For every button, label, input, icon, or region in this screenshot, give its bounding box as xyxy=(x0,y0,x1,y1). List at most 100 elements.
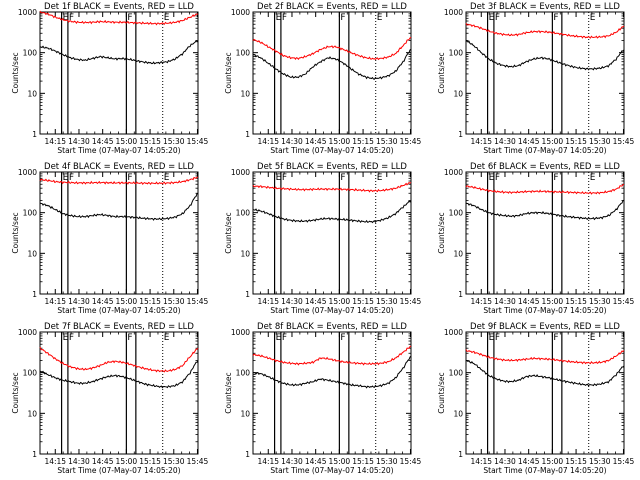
series-line-events xyxy=(465,199,625,221)
flag-label: F xyxy=(340,333,345,343)
x-tick-label: 14:30 xyxy=(68,137,90,146)
panel-title: Det 9f BLACK = Events, RED = LLD xyxy=(470,322,620,332)
panel-1: Det 1f BLACK = Events, RED = LLD 1 10 100 10… xyxy=(11,2,209,155)
x-tick-label: 14:15 xyxy=(470,137,492,146)
y-tick-label: 100 xyxy=(449,209,464,218)
y-tick-label: 100 xyxy=(23,49,38,58)
flag-label: E xyxy=(377,173,383,183)
x-tick-label: 14:45 xyxy=(92,457,114,466)
x-tick-label: 14:30 xyxy=(281,297,303,306)
panel-4: Det 4f BLACK = Events, RED = LLD 1 10 100 10… xyxy=(11,162,209,315)
x-axis-label: Start Time (07-May-07 14:05:20) xyxy=(57,306,180,315)
flag-label: F xyxy=(127,13,132,23)
series-line-lld xyxy=(39,176,199,186)
y-tick-label: 100 xyxy=(236,49,251,58)
plot-frame xyxy=(39,171,199,295)
y-tick-label: 1 xyxy=(32,450,37,459)
panel-title: Det 2f BLACK = Events, RED = LLD xyxy=(257,2,407,12)
x-axis-label: Start Time (07-May-07 14:05:20) xyxy=(270,466,393,475)
flag-label: F xyxy=(340,173,345,183)
x-tick-label: 14:15 xyxy=(257,137,279,146)
x-tick-label: 15:00 xyxy=(116,457,138,466)
x-tick-label: 15:00 xyxy=(116,137,138,146)
y-axis-label: Counts/sec xyxy=(437,372,446,413)
panel-title: Det 4f BLACK = Events, RED = LLD xyxy=(44,162,194,172)
x-tick-label: 15:15 xyxy=(139,297,161,306)
y-tick-label: 10 xyxy=(453,249,463,258)
x-tick-label: 14:45 xyxy=(92,297,114,306)
y-tick-label: 1000 xyxy=(231,168,250,177)
y-axis-label: Counts/sec xyxy=(11,372,20,413)
y-tick-label: 10 xyxy=(27,89,37,98)
y-axis-label: Counts/sec xyxy=(224,372,233,413)
flag-label: E xyxy=(164,173,170,183)
x-axis-label: Start Time (07-May-07 14:05:20) xyxy=(57,466,180,475)
series-line-lld xyxy=(252,36,412,61)
panel-title: Det 6f BLACK = Events, RED = LLD xyxy=(470,162,620,172)
y-tick-label: 1000 xyxy=(444,168,463,177)
x-tick-label: 14:15 xyxy=(257,297,279,306)
series-line-events xyxy=(39,360,199,389)
x-axis-label: Start Time (07-May-07 14:05:20) xyxy=(483,146,606,155)
x-tick-label: 15:15 xyxy=(352,137,374,146)
plot-frame xyxy=(252,171,412,295)
x-tick-label: 14:15 xyxy=(257,457,279,466)
y-tick-label: 100 xyxy=(23,209,38,218)
flag-label: E xyxy=(489,333,495,343)
y-tick-label: 1000 xyxy=(18,328,37,337)
x-tick-label: 14:30 xyxy=(68,297,90,306)
panel-6: Det 6f BLACK = Events, RED = LLD 1 10 100 10… xyxy=(437,162,635,315)
x-tick-label: 14:15 xyxy=(470,457,492,466)
series-line-events xyxy=(465,40,625,71)
x-tick-label: 15:45 xyxy=(400,297,422,306)
flag-label: E xyxy=(489,13,495,23)
flag-label: F xyxy=(340,13,345,23)
series-line-events xyxy=(39,192,199,221)
x-tick-label: 15:00 xyxy=(329,137,351,146)
panel-3: Det 3f BLACK = Events, RED = LLD 1 10 100 10… xyxy=(437,2,635,155)
flag-label: F xyxy=(69,333,74,343)
flag-label: F xyxy=(69,173,74,183)
y-axis-label: Counts/sec xyxy=(224,212,233,253)
flag-label: E xyxy=(63,13,69,23)
x-tick-label: 15:30 xyxy=(163,457,185,466)
x-tick-label: 15:30 xyxy=(376,297,398,306)
x-axis-label: Start Time (07-May-07 14:05:20) xyxy=(270,306,393,315)
flag-label: F xyxy=(553,333,558,343)
y-tick-label: 1000 xyxy=(231,8,250,17)
y-tick-label: 10 xyxy=(240,249,250,258)
y-tick-label: 100 xyxy=(23,369,38,378)
x-tick-label: 14:45 xyxy=(518,297,540,306)
panel-title: Det 7f BLACK = Events, RED = LLD xyxy=(44,322,194,332)
plot-frame xyxy=(39,331,199,455)
x-tick-label: 15:45 xyxy=(187,297,209,306)
flag-label: E xyxy=(276,173,282,183)
y-axis-label: Counts/sec xyxy=(11,52,20,93)
y-axis-label: Counts/sec xyxy=(224,52,233,93)
flag-label: F xyxy=(127,333,132,343)
panel-title: Det 8f BLACK = Events, RED = LLD xyxy=(257,322,407,332)
flag-label: F xyxy=(553,173,558,183)
x-axis-label: Start Time (07-May-07 14:05:20) xyxy=(57,146,180,155)
x-tick-label: 14:45 xyxy=(305,297,327,306)
x-axis-label: Start Time (07-May-07 14:05:20) xyxy=(270,146,393,155)
x-tick-label: 15:00 xyxy=(116,297,138,306)
series-line-lld xyxy=(39,10,199,26)
y-tick-label: 1000 xyxy=(18,8,37,17)
x-tick-label: 14:45 xyxy=(518,457,540,466)
flag-label: F xyxy=(69,13,74,23)
x-tick-label: 15:45 xyxy=(613,457,635,466)
x-tick-label: 15:15 xyxy=(352,297,374,306)
flag-label: E xyxy=(276,333,282,343)
plot-frame xyxy=(465,331,625,455)
y-tick-label: 10 xyxy=(240,409,250,418)
flag-label: E xyxy=(164,333,170,343)
flag-label: E xyxy=(63,173,69,183)
panel-title: Det 1f BLACK = Events, RED = LLD xyxy=(44,2,194,12)
x-tick-label: 15:30 xyxy=(376,457,398,466)
panel-title: Det 5f BLACK = Events, RED = LLD xyxy=(257,162,407,172)
x-tick-label: 14:30 xyxy=(281,137,303,146)
x-tick-label: 14:30 xyxy=(494,137,516,146)
y-tick-label: 1000 xyxy=(444,8,463,17)
plot-frame xyxy=(465,171,625,295)
